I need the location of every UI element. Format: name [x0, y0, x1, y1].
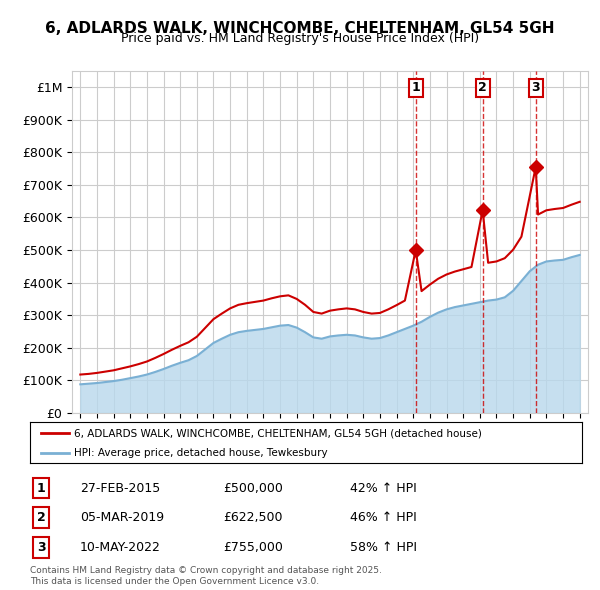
- Text: 2: 2: [37, 511, 46, 524]
- Text: 46% ↑ HPI: 46% ↑ HPI: [350, 511, 417, 524]
- Text: 1: 1: [412, 81, 420, 94]
- Text: £622,500: £622,500: [223, 511, 283, 524]
- Text: 10-MAY-2022: 10-MAY-2022: [80, 541, 161, 554]
- Text: 2: 2: [478, 81, 487, 94]
- Text: Contains HM Land Registry data © Crown copyright and database right 2025.
This d: Contains HM Land Registry data © Crown c…: [30, 566, 382, 586]
- Text: 3: 3: [37, 541, 46, 554]
- Text: 27-FEB-2015: 27-FEB-2015: [80, 481, 160, 495]
- Text: 05-MAR-2019: 05-MAR-2019: [80, 511, 164, 524]
- Text: 6, ADLARDS WALK, WINCHCOMBE, CHELTENHAM, GL54 5GH: 6, ADLARDS WALK, WINCHCOMBE, CHELTENHAM,…: [45, 21, 555, 35]
- Text: 1: 1: [37, 481, 46, 495]
- Text: 58% ↑ HPI: 58% ↑ HPI: [350, 541, 417, 554]
- Text: 3: 3: [532, 81, 540, 94]
- Text: £755,000: £755,000: [223, 541, 283, 554]
- Text: 42% ↑ HPI: 42% ↑ HPI: [350, 481, 417, 495]
- Text: Price paid vs. HM Land Registry's House Price Index (HPI): Price paid vs. HM Land Registry's House …: [121, 32, 479, 45]
- Text: HPI: Average price, detached house, Tewkesbury: HPI: Average price, detached house, Tewk…: [74, 448, 328, 458]
- Text: 6, ADLARDS WALK, WINCHCOMBE, CHELTENHAM, GL54 5GH (detached house): 6, ADLARDS WALK, WINCHCOMBE, CHELTENHAM,…: [74, 428, 482, 438]
- Text: £500,000: £500,000: [223, 481, 283, 495]
